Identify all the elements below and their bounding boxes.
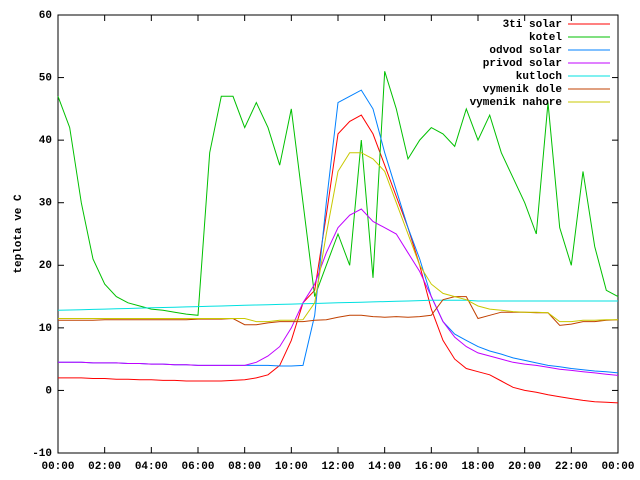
x-tick-label: 00:00: [41, 461, 74, 473]
legend-label: vymenik nahore: [470, 97, 563, 109]
legend-label: privod solar: [483, 58, 562, 70]
series-line: [58, 208, 619, 376]
series-line: [57, 71, 619, 316]
x-tick-label: 00:00: [601, 461, 634, 473]
x-tick-label: 20:00: [508, 461, 541, 473]
y-tick-label: 60: [39, 10, 52, 22]
x-tick-label: 16:00: [415, 461, 448, 473]
legend-label: kotel: [529, 32, 562, 44]
x-tick-label: 22:00: [555, 461, 588, 473]
y-tick-label: 30: [39, 198, 52, 210]
x-tick-label: 14:00: [368, 461, 401, 473]
y-tick-label: 10: [39, 323, 52, 335]
legend-label: vymenik dole: [483, 84, 563, 96]
y-tick-label: 50: [39, 72, 52, 84]
y-tick-label: 0: [45, 385, 52, 397]
x-tick-label: 06:00: [181, 461, 214, 473]
x-tick-label: 10:00: [275, 461, 308, 473]
legend-label: kutloch: [516, 71, 562, 83]
x-tick-label: 04:00: [135, 461, 168, 473]
series-line: [58, 152, 618, 323]
legend-label: 3ti solar: [503, 19, 562, 31]
x-tick-label: 02:00: [88, 461, 121, 473]
series-line: [58, 114, 619, 404]
legend-label: odvod solar: [489, 45, 562, 57]
x-tick-label: 08:00: [228, 461, 261, 473]
x-tick-label: 18:00: [461, 461, 494, 473]
y-tick-label: -10: [32, 448, 52, 460]
x-tick-label: 12:00: [321, 461, 354, 473]
series-line: [57, 299, 618, 311]
y-axis-label: teplota ve C: [13, 194, 25, 274]
y-tick-label: 40: [39, 135, 52, 147]
series-line: [58, 89, 619, 374]
y-tick-label: 20: [39, 260, 52, 272]
